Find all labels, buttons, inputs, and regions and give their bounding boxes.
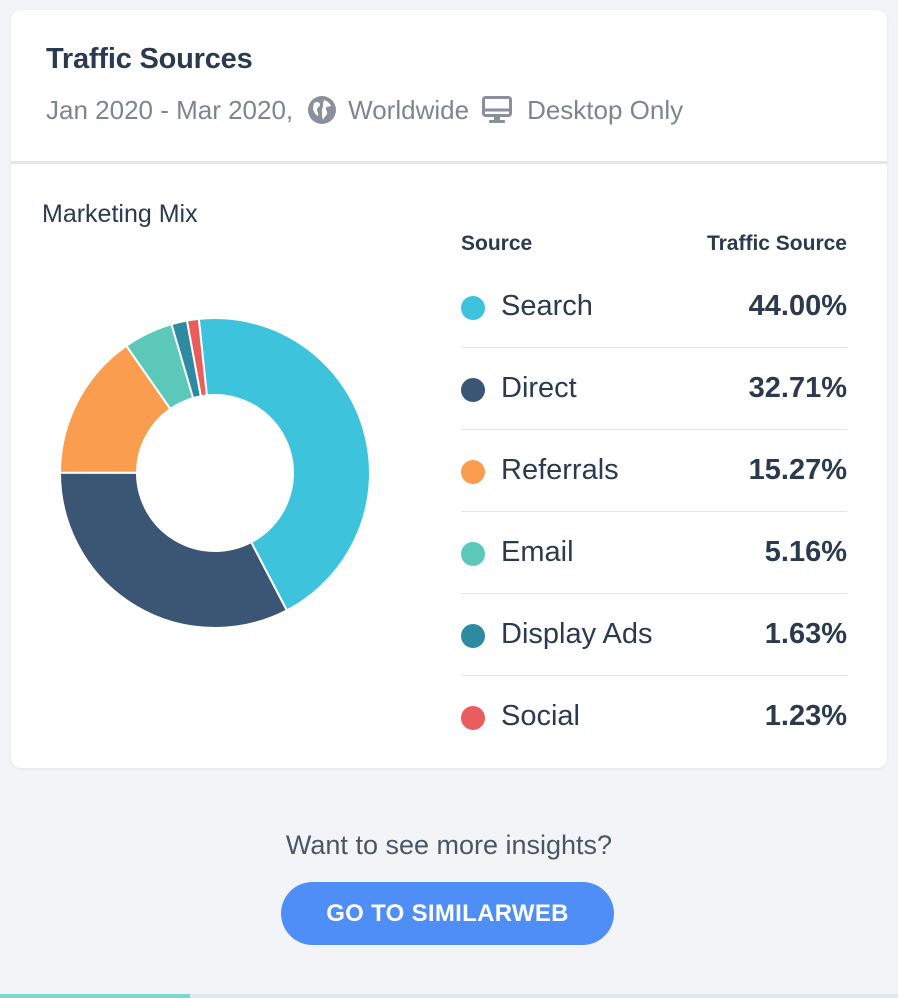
source-percentage: 32.71% <box>748 372 847 404</box>
region-label: Worldwide <box>348 94 470 125</box>
globe-icon <box>307 95 337 125</box>
legend-dot <box>461 542 485 566</box>
legend-dot <box>461 624 485 648</box>
column-header-source: Source <box>461 232 533 255</box>
legend-dot <box>461 460 485 484</box>
table-row: Social 1.23% <box>461 676 847 758</box>
cta-prompt: Want to see more insights? <box>285 830 613 860</box>
source-name: Display Ads <box>501 618 653 650</box>
marketing-mix-donut-chart <box>58 317 371 629</box>
card-subtitle: Jan 2020 - Mar 2020, Worldwide Desktop O… <box>46 92 683 128</box>
chart-title: Marketing Mix <box>42 200 198 228</box>
table-row: Referrals 15.27% <box>461 430 847 512</box>
legend-dot <box>461 378 485 402</box>
donut-slice-direct[interactable] <box>59 471 289 629</box>
source-percentage: 5.16% <box>764 536 847 568</box>
legend-dot <box>461 296 485 320</box>
table-header: Source Traffic Source <box>461 228 847 266</box>
bottom-divider <box>0 994 898 998</box>
source-percentage: 1.63% <box>764 618 847 650</box>
traffic-sources-card: Traffic Sources Jan 2020 - Mar 2020, Wor… <box>11 10 887 768</box>
table-row: Direct 32.71% <box>461 348 847 430</box>
donut-slice-social[interactable] <box>185 317 208 398</box>
traffic-source-table: Source Traffic Source Search 44.00% Direct… <box>461 228 847 758</box>
donut-slice-search[interactable] <box>197 317 371 612</box>
column-header-traffic-source: Traffic Source <box>706 232 847 255</box>
go-to-similarweb-button[interactable]: GO TO SIMILARWEB <box>281 882 614 945</box>
date-range: Jan 2020 - Mar 2020, <box>46 94 294 125</box>
source-name: Email <box>501 536 574 568</box>
source-percentage: 1.23% <box>764 700 847 732</box>
desktop-icon <box>481 95 513 125</box>
table-row: Email 5.16% <box>461 512 847 594</box>
source-name: Search <box>501 290 593 322</box>
table-row: Display Ads 1.63% <box>461 594 847 676</box>
card-title: Traffic Sources <box>46 43 253 75</box>
device-label: Desktop Only <box>527 94 684 125</box>
source-name: Direct <box>501 372 577 404</box>
source-name: Social <box>501 700 580 732</box>
source-percentage: 15.27% <box>748 454 847 486</box>
source-name: Referrals <box>501 454 619 486</box>
bottom-accent-bar <box>0 994 190 998</box>
legend-dot <box>461 706 485 730</box>
table-row: Search 44.00% <box>461 266 847 348</box>
source-percentage: 44.00% <box>748 290 847 322</box>
card-header: Traffic Sources Jan 2020 - Mar 2020, Wor… <box>11 10 887 164</box>
